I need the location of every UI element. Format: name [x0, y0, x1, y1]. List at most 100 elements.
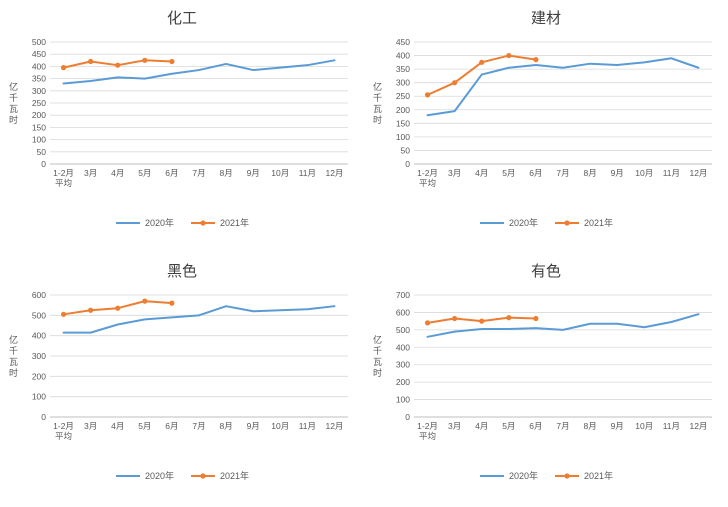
y-tick-label: 350	[32, 74, 46, 84]
x-tick-label: 7月	[192, 421, 205, 431]
x-tick-label: 6月	[165, 421, 178, 431]
y-tick-label: 300	[32, 351, 46, 361]
y-tick-label: 300	[396, 78, 410, 88]
x-tick-label: 8月	[219, 168, 232, 178]
chart-body: 亿千瓦时 0 100 200 300 400 500 600 1-2月 平均 3月 4月 5月 6月 7月…	[0, 287, 364, 463]
y-tick-label: 450	[32, 49, 46, 59]
y-tick-label: 500	[396, 325, 410, 335]
y-axis-title: 亿千瓦时	[8, 334, 18, 379]
y-tick-label: 0	[405, 412, 410, 422]
series-marker-2021年	[479, 59, 485, 65]
y-tick-label: 600	[396, 307, 410, 317]
y-tick-label: 100	[396, 395, 410, 405]
series-marker-2021年	[506, 315, 512, 321]
y-tick-label: 400	[396, 342, 410, 352]
series-marker-2021年	[142, 57, 148, 63]
y-axis-title: 亿千瓦时	[8, 81, 18, 126]
y-tick-label: 100	[32, 135, 46, 145]
series-line-2020年	[426, 313, 700, 338]
series-marker-2021年	[452, 80, 458, 86]
y-tick-label: 250	[32, 98, 46, 108]
y-tick-label: 450	[396, 37, 410, 47]
y-tick-label: 300	[396, 360, 410, 370]
chart-body: 亿千瓦时 0 50 100 150 200 250 300 350 400 450 500 1-2月平…	[0, 34, 364, 210]
y-axis-title: 亿千瓦时	[372, 334, 382, 379]
legend-item-2021: 2021年	[554, 216, 613, 229]
series-marker-2021年	[142, 298, 148, 304]
x-tick-label: 4月	[111, 421, 124, 431]
x-tick-label: 4月	[475, 421, 488, 431]
x-tick-label: 9月	[247, 421, 260, 431]
y-tick-label: 200	[396, 377, 410, 387]
x-tick-label: 10月	[271, 168, 289, 178]
series-line-2020年	[62, 59, 336, 85]
series-marker-2021年	[115, 62, 121, 68]
series-marker-2021年	[533, 57, 539, 63]
line-dot-sample-icon	[191, 219, 215, 226]
x-tick-label: 8月	[219, 421, 232, 431]
y-tick-label: 0	[41, 159, 46, 169]
x-tick-label: 5月	[138, 421, 151, 431]
chart-title: 化工	[166, 10, 197, 27]
series-marker-2021年	[115, 305, 121, 311]
x-tick-label: 3月	[84, 168, 97, 178]
x-tick-label: 平均	[419, 431, 436, 441]
x-tick-label: 平均	[55, 178, 72, 188]
legend-label: 2020年	[508, 218, 538, 228]
series-marker-2021年	[88, 307, 94, 313]
legend-label: 2020年	[508, 471, 538, 481]
y-tick-label: 50	[37, 147, 47, 157]
x-tick-label: 3月	[84, 421, 97, 431]
x-tick-label: 1-2月	[417, 168, 438, 178]
x-tick-label: 5月	[138, 168, 151, 178]
legend-item-2021: 2021年	[190, 216, 249, 229]
chart-title: 有色	[530, 263, 561, 280]
x-tick-label: 1-2月	[417, 421, 438, 431]
series-line-2020年	[426, 57, 700, 117]
y-tick-label: 100	[32, 392, 46, 402]
line-sample-icon	[479, 221, 504, 224]
series-marker-2021年	[60, 65, 67, 71]
series-marker-2021年	[88, 58, 94, 65]
x-tick-label: 9月	[247, 168, 260, 178]
x-tick-label: 平均	[419, 178, 436, 188]
legend-label: 2021年	[584, 218, 614, 228]
chart-ferrous: 黑色 亿千瓦时 0 100 200 300 400 500 600 1-2月 平均 3月 4月 5月 6…	[0, 253, 364, 507]
legend-label: 2021年	[220, 218, 250, 228]
y-tick-label: 400	[396, 51, 410, 61]
line-sample-icon	[115, 221, 140, 224]
x-tick-label: 9月	[611, 168, 624, 178]
series-marker-2021年	[506, 52, 512, 59]
legend-label: 2021年	[584, 471, 614, 481]
x-tick-label: 11月	[663, 421, 680, 431]
x-tick-label: 11月	[299, 421, 316, 431]
legend-item-2020: 2020年	[479, 216, 538, 229]
legend-item-2020: 2020年	[115, 469, 174, 482]
y-tick-label: 200	[32, 110, 46, 120]
y-tick-label: 200	[32, 371, 46, 381]
x-tick-label: 5月	[502, 168, 515, 178]
chart-title: 黑色	[166, 263, 197, 280]
x-tick-label: 4月	[475, 168, 488, 178]
y-tick-label: 250	[396, 91, 410, 101]
x-tick-label: 6月	[529, 168, 542, 178]
y-tick-label: 150	[32, 122, 46, 132]
legend: 2020年 2021年	[364, 216, 728, 229]
x-tick-label: 10月	[635, 421, 653, 431]
y-tick-label: 0	[405, 159, 410, 169]
line-dot-sample-icon	[555, 219, 579, 226]
legend-label: 2021年	[220, 471, 250, 481]
y-axis-title: 亿千瓦时	[372, 81, 382, 126]
series-marker-2021年	[479, 318, 485, 324]
x-tick-label: 3月	[448, 168, 461, 178]
x-tick-label: 10月	[635, 168, 653, 178]
x-tick-label: 7月	[556, 168, 569, 178]
legend-label: 2020年	[144, 218, 174, 228]
x-tick-label: 12月	[689, 168, 707, 178]
x-tick-label: 11月	[663, 168, 680, 178]
y-tick-label: 600	[32, 290, 46, 300]
x-tick-label: 12月	[325, 168, 343, 178]
